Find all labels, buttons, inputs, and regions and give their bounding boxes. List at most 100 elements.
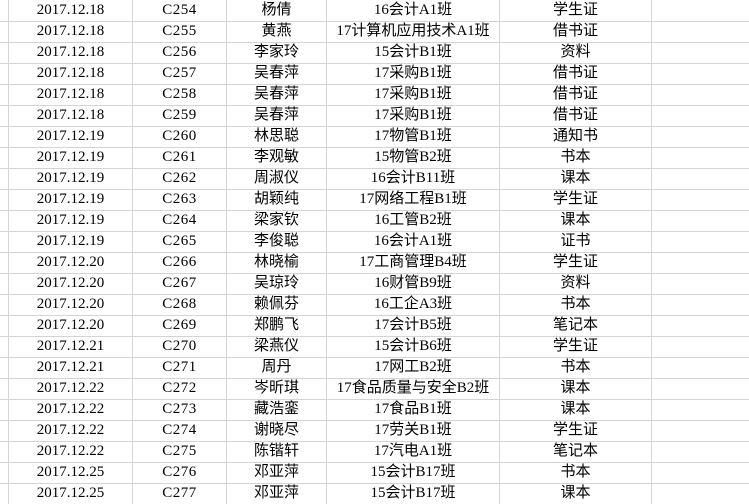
item-cell[interactable]: 证书 — [500, 231, 652, 253]
empty-cell[interactable] — [652, 483, 749, 504]
item-cell[interactable]: 借书证 — [500, 105, 652, 127]
date-cell[interactable]: 2017.12.22 — [9, 378, 133, 400]
date-cell[interactable]: 2017.12.22 — [9, 441, 133, 463]
code-cell[interactable]: C256 — [133, 42, 227, 64]
item-cell[interactable]: 学生证 — [500, 0, 652, 22]
date-cell[interactable]: 2017.12.19 — [9, 210, 133, 232]
item-cell[interactable]: 课本 — [500, 399, 652, 421]
code-cell[interactable]: C267 — [133, 273, 227, 295]
empty-cell[interactable] — [652, 336, 749, 358]
date-cell[interactable]: 2017.12.25 — [9, 462, 133, 484]
date-cell[interactable]: 2017.12.21 — [9, 336, 133, 358]
name-cell[interactable]: 林晓榆 — [227, 252, 327, 274]
item-cell[interactable]: 学生证 — [500, 336, 652, 358]
item-cell[interactable]: 学生证 — [500, 420, 652, 442]
class-cell[interactable]: 17物管B1班 — [327, 126, 500, 148]
name-cell[interactable]: 郑鹏飞 — [227, 315, 327, 337]
name-cell[interactable]: 林思聪 — [227, 126, 327, 148]
class-cell[interactable]: 17会计B5班 — [327, 315, 500, 337]
name-cell[interactable]: 吴春萍 — [227, 84, 327, 106]
code-cell[interactable]: C261 — [133, 147, 227, 169]
code-cell[interactable]: C254 — [133, 0, 227, 22]
class-cell[interactable]: 16财管B9班 — [327, 273, 500, 295]
empty-cell[interactable] — [652, 210, 749, 232]
code-cell[interactable]: C264 — [133, 210, 227, 232]
name-cell[interactable]: 梁家钦 — [227, 210, 327, 232]
name-cell[interactable]: 邓亚萍 — [227, 483, 327, 504]
empty-cell[interactable] — [652, 420, 749, 442]
code-cell[interactable]: C271 — [133, 357, 227, 379]
date-cell[interactable]: 2017.12.18 — [9, 42, 133, 64]
date-cell[interactable]: 2017.12.18 — [9, 21, 133, 43]
code-cell[interactable]: C258 — [133, 84, 227, 106]
class-cell[interactable]: 15物管B2班 — [327, 147, 500, 169]
empty-cell[interactable] — [652, 126, 749, 148]
date-cell[interactable]: 2017.12.19 — [9, 126, 133, 148]
empty-cell[interactable] — [652, 189, 749, 211]
code-cell[interactable]: C266 — [133, 252, 227, 274]
class-cell[interactable]: 16会计B11班 — [327, 168, 500, 190]
code-cell[interactable]: C276 — [133, 462, 227, 484]
class-cell[interactable]: 17采购B1班 — [327, 105, 500, 127]
code-cell[interactable]: C272 — [133, 378, 227, 400]
name-cell[interactable]: 杨倩 — [227, 0, 327, 22]
empty-cell[interactable] — [652, 441, 749, 463]
empty-cell[interactable] — [652, 399, 749, 421]
name-cell[interactable]: 胡颖纯 — [227, 189, 327, 211]
code-cell[interactable]: C262 — [133, 168, 227, 190]
code-cell[interactable]: C274 — [133, 420, 227, 442]
code-cell[interactable]: C260 — [133, 126, 227, 148]
date-cell[interactable]: 2017.12.20 — [9, 315, 133, 337]
date-cell[interactable]: 2017.12.22 — [9, 399, 133, 421]
date-cell[interactable]: 2017.12.19 — [9, 231, 133, 253]
empty-cell[interactable] — [652, 63, 749, 85]
code-cell[interactable]: C277 — [133, 483, 227, 504]
item-cell[interactable]: 书本 — [500, 357, 652, 379]
empty-cell[interactable] — [652, 231, 749, 253]
name-cell[interactable]: 李观敏 — [227, 147, 327, 169]
empty-cell[interactable] — [652, 0, 749, 22]
date-cell[interactable]: 2017.12.20 — [9, 273, 133, 295]
name-cell[interactable]: 吴琼玲 — [227, 273, 327, 295]
date-cell[interactable]: 2017.12.19 — [9, 147, 133, 169]
name-cell[interactable]: 周丹 — [227, 357, 327, 379]
empty-cell[interactable] — [652, 357, 749, 379]
name-cell[interactable]: 李俊聪 — [227, 231, 327, 253]
name-cell[interactable]: 赖佩芬 — [227, 294, 327, 316]
class-cell[interactable]: 17网络工程B1班 — [327, 189, 500, 211]
date-cell[interactable]: 2017.12.20 — [9, 252, 133, 274]
item-cell[interactable]: 笔记本 — [500, 441, 652, 463]
empty-cell[interactable] — [652, 273, 749, 295]
item-cell[interactable]: 课本 — [500, 483, 652, 504]
class-cell[interactable]: 15会计B1班 — [327, 42, 500, 64]
class-cell[interactable]: 15会计B6班 — [327, 336, 500, 358]
code-cell[interactable]: C257 — [133, 63, 227, 85]
name-cell[interactable]: 谢晓尽 — [227, 420, 327, 442]
name-cell[interactable]: 岑昕琪 — [227, 378, 327, 400]
empty-cell[interactable] — [652, 252, 749, 274]
class-cell[interactable]: 16工管B2班 — [327, 210, 500, 232]
date-cell[interactable]: 2017.12.25 — [9, 483, 133, 504]
name-cell[interactable]: 吴春萍 — [227, 105, 327, 127]
code-cell[interactable]: C270 — [133, 336, 227, 358]
code-cell[interactable]: C273 — [133, 399, 227, 421]
name-cell[interactable]: 周淑仪 — [227, 168, 327, 190]
empty-cell[interactable] — [652, 168, 749, 190]
class-cell[interactable]: 17劳关B1班 — [327, 420, 500, 442]
date-cell[interactable]: 2017.12.19 — [9, 189, 133, 211]
date-cell[interactable]: 2017.12.18 — [9, 63, 133, 85]
date-cell[interactable]: 2017.12.21 — [9, 357, 133, 379]
class-cell[interactable]: 17工商管理B4班 — [327, 252, 500, 274]
item-cell[interactable]: 通知书 — [500, 126, 652, 148]
empty-cell[interactable] — [652, 84, 749, 106]
class-cell[interactable]: 17食品质量与安全B2班 — [327, 378, 500, 400]
name-cell[interactable]: 黄燕 — [227, 21, 327, 43]
class-cell[interactable]: 17采购B1班 — [327, 63, 500, 85]
item-cell[interactable]: 书本 — [500, 147, 652, 169]
class-cell[interactable]: 16会计A1班 — [327, 231, 500, 253]
date-cell[interactable]: 2017.12.19 — [9, 168, 133, 190]
item-cell[interactable]: 书本 — [500, 462, 652, 484]
empty-cell[interactable] — [652, 105, 749, 127]
code-cell[interactable]: C255 — [133, 21, 227, 43]
class-cell[interactable]: 17计算机应用技术A1班 — [327, 21, 500, 43]
